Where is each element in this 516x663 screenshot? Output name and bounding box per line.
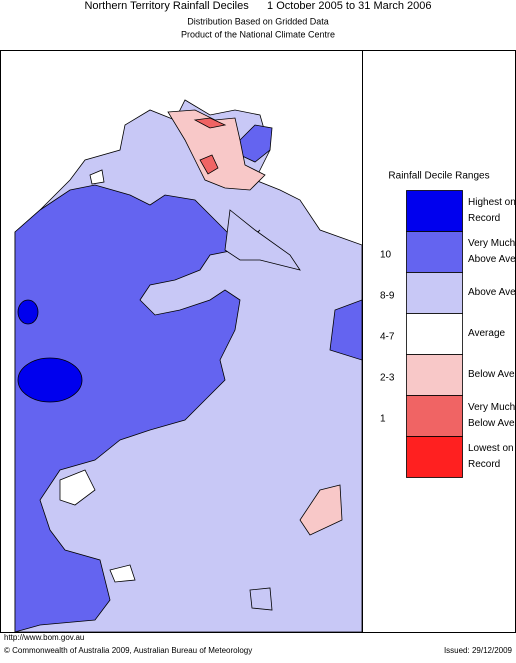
legend-label: Above Average [468,254,516,265]
legend-panel: Rainfall Decile Ranges Highest on Record V… [363,51,516,633]
legend-swatch [407,396,463,437]
legend-range: 8-9 [380,291,395,302]
legend-swatch [407,314,463,355]
legend-label: Very Much [468,238,515,249]
legend-label: Very Much [468,402,515,413]
legend-swatch [407,355,463,396]
copyright: © Commonwealth of Australia 2009, Austra… [4,646,252,655]
legend-swatch [407,273,463,314]
legend-swatch [407,437,463,478]
legend-title: Rainfall Decile Ranges [388,171,489,182]
url: http://www.bom.gov.au [4,633,84,642]
legend-label: Below Average [468,418,516,429]
legend-label: Below Average [468,369,516,380]
legend-label: Record [468,213,500,224]
legend-label: Highest on [468,197,516,208]
map [1,51,363,633]
legend-range: 4-7 [380,332,395,343]
legend-swatch [407,191,463,232]
legend-swatch [407,232,463,273]
subtitle: Distribution Based on Gridded Data [187,16,329,26]
legend-range: 1 [380,414,386,425]
legend-range: 2-3 [380,373,395,384]
subtitle: Product of the National Climate Centre [181,29,335,39]
legend-label: Record [468,459,500,470]
title: Northern Territory Rainfall Deciles 1 Oc… [84,0,431,12]
legend-range: 10 [380,250,392,261]
legend-label: Average [468,328,506,339]
legend-label: Above Average [468,287,516,298]
legend-label: Lowest on [468,443,514,454]
issued: Issued: 29/12/2009 [444,646,513,655]
